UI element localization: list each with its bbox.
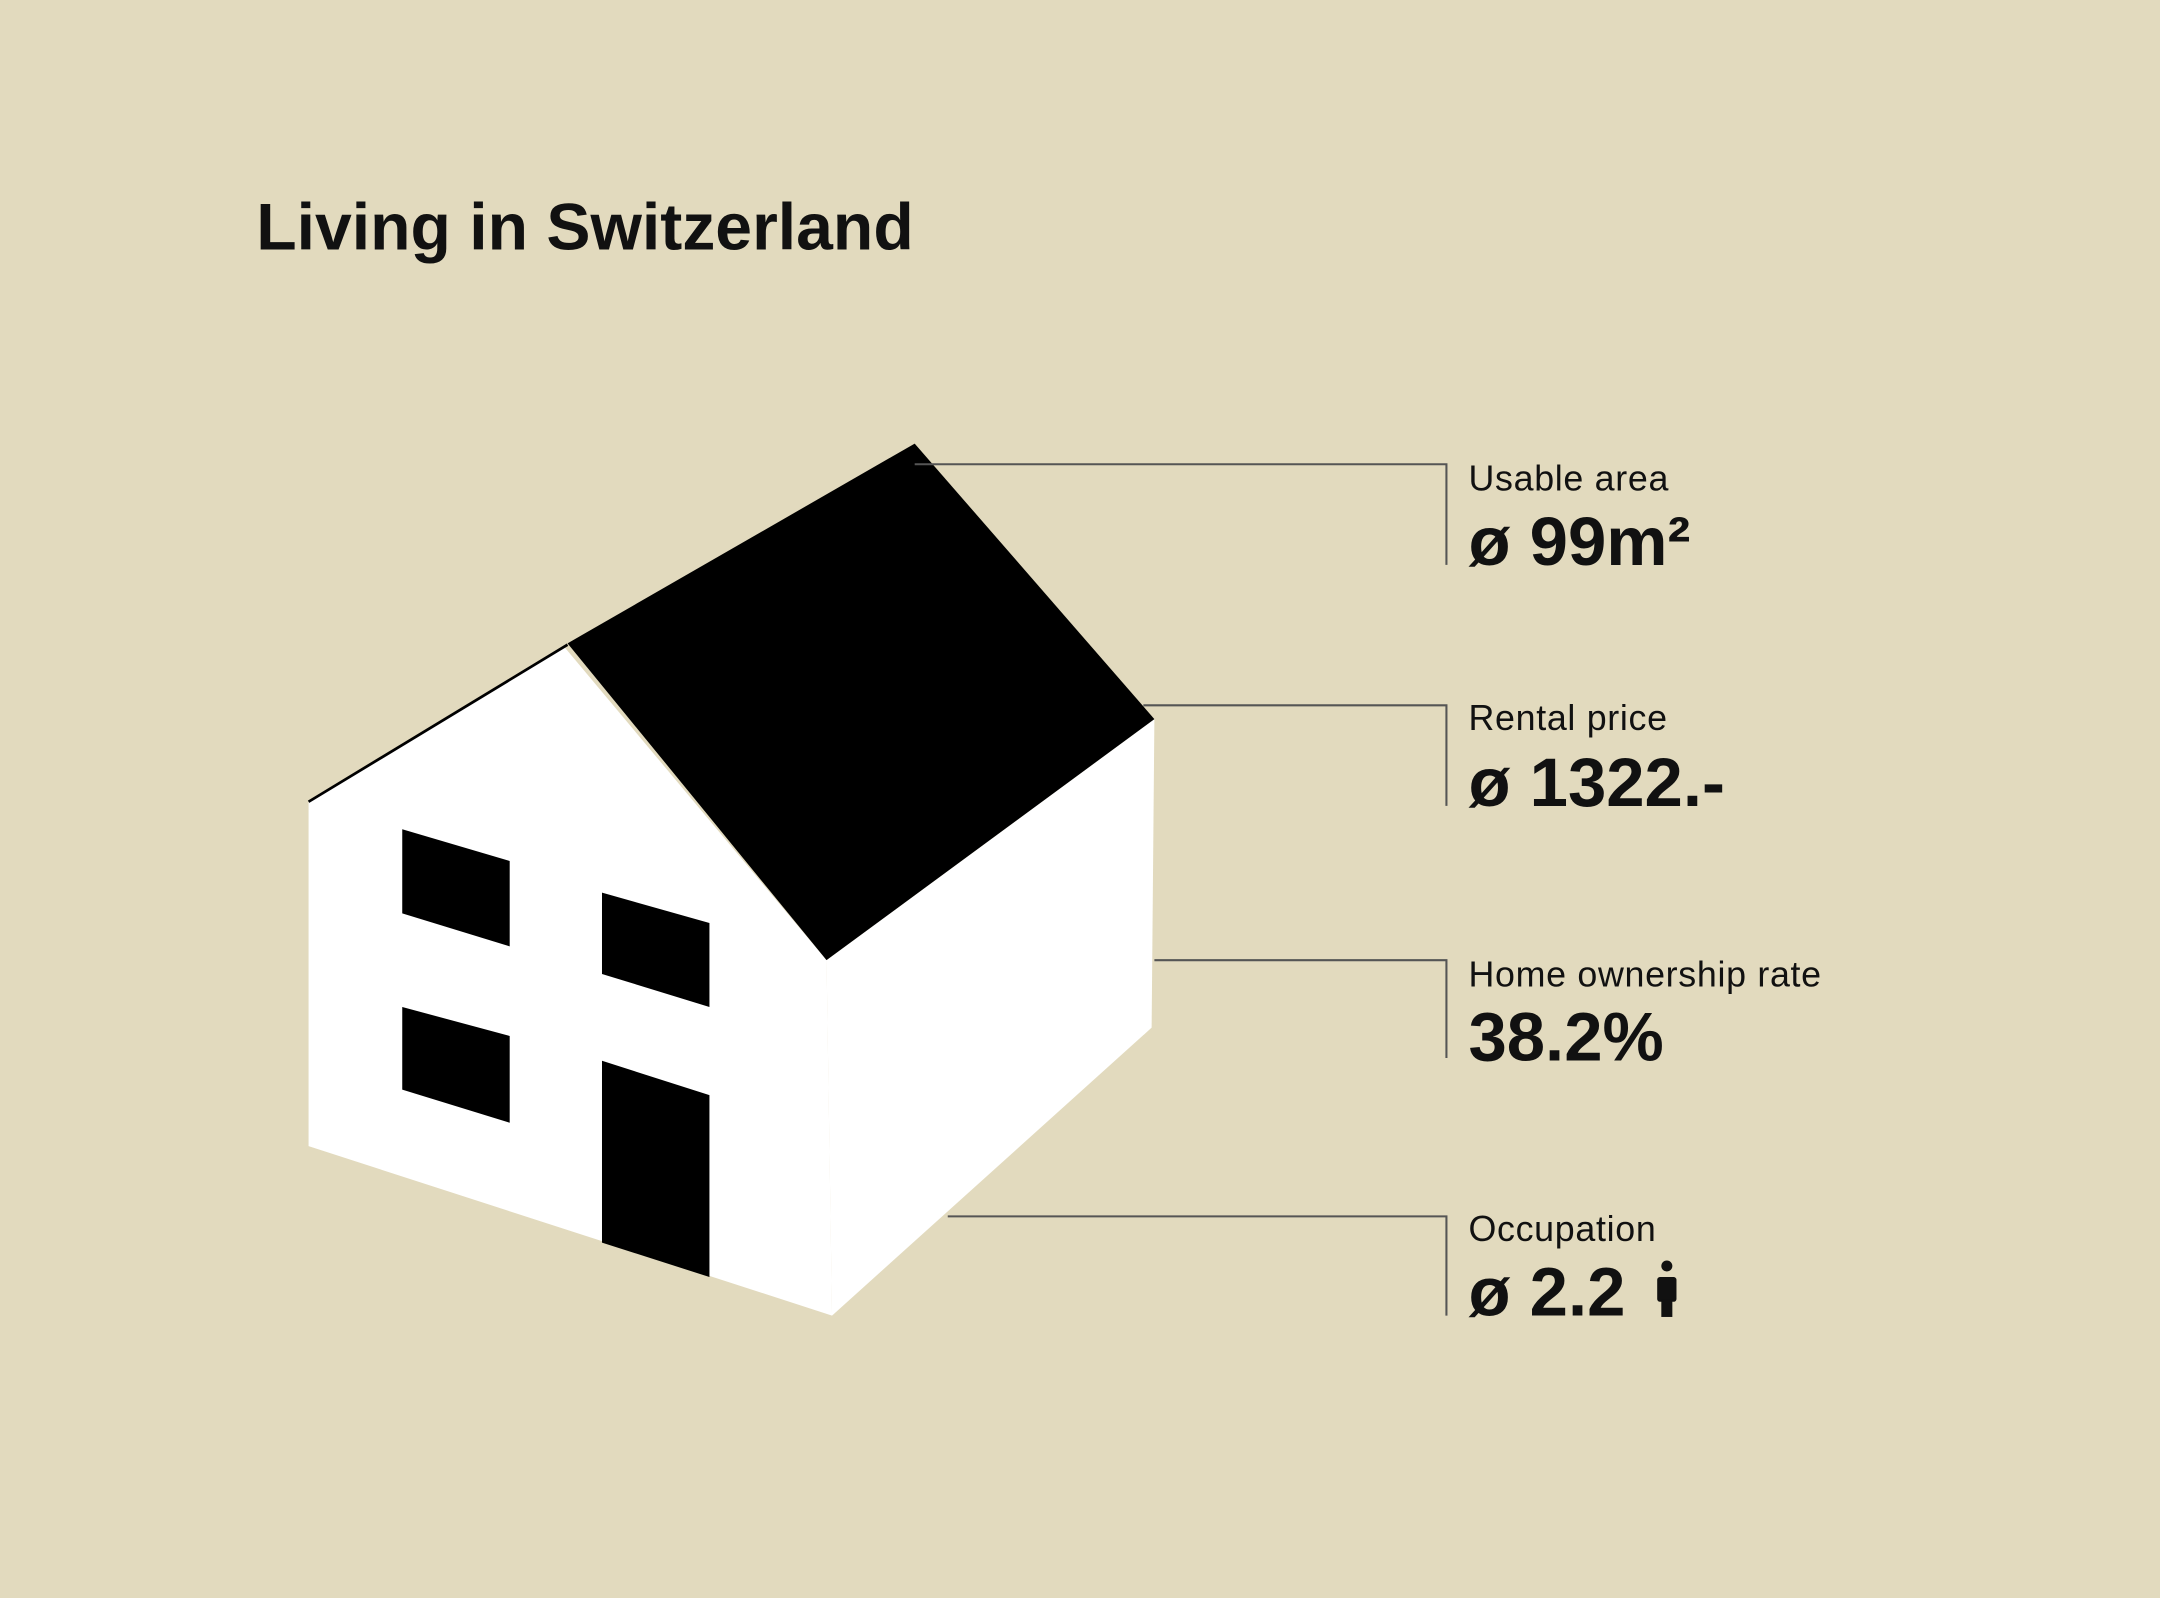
leader-line <box>947 1215 1448 1316</box>
stat-value: 38.2% <box>1468 999 1663 1076</box>
stat-label: Usable area <box>1468 458 1669 498</box>
roof-edge <box>307 643 569 803</box>
house-roof <box>567 443 1155 961</box>
person-icon <box>1657 1260 1677 1317</box>
leader-line <box>914 463 1448 565</box>
stat-value: ø 1322.- <box>1468 744 1724 821</box>
door <box>601 1060 710 1278</box>
leader-line <box>1154 959 1448 1058</box>
window <box>402 829 510 947</box>
window <box>402 1007 510 1123</box>
stat-value: ø 99m² <box>1468 503 1690 580</box>
window <box>601 892 710 1008</box>
stat-label: Home ownership rate <box>1468 954 1821 994</box>
house-side <box>826 719 1155 1316</box>
house <box>307 443 1155 1316</box>
leader-line <box>1143 704 1448 806</box>
stat-label: Rental price <box>1468 698 1667 738</box>
stat-value: ø 2.2 <box>1468 1254 1625 1331</box>
stat-label: Occupation <box>1468 1209 1656 1249</box>
title: Living in Switzerland <box>256 190 913 264</box>
